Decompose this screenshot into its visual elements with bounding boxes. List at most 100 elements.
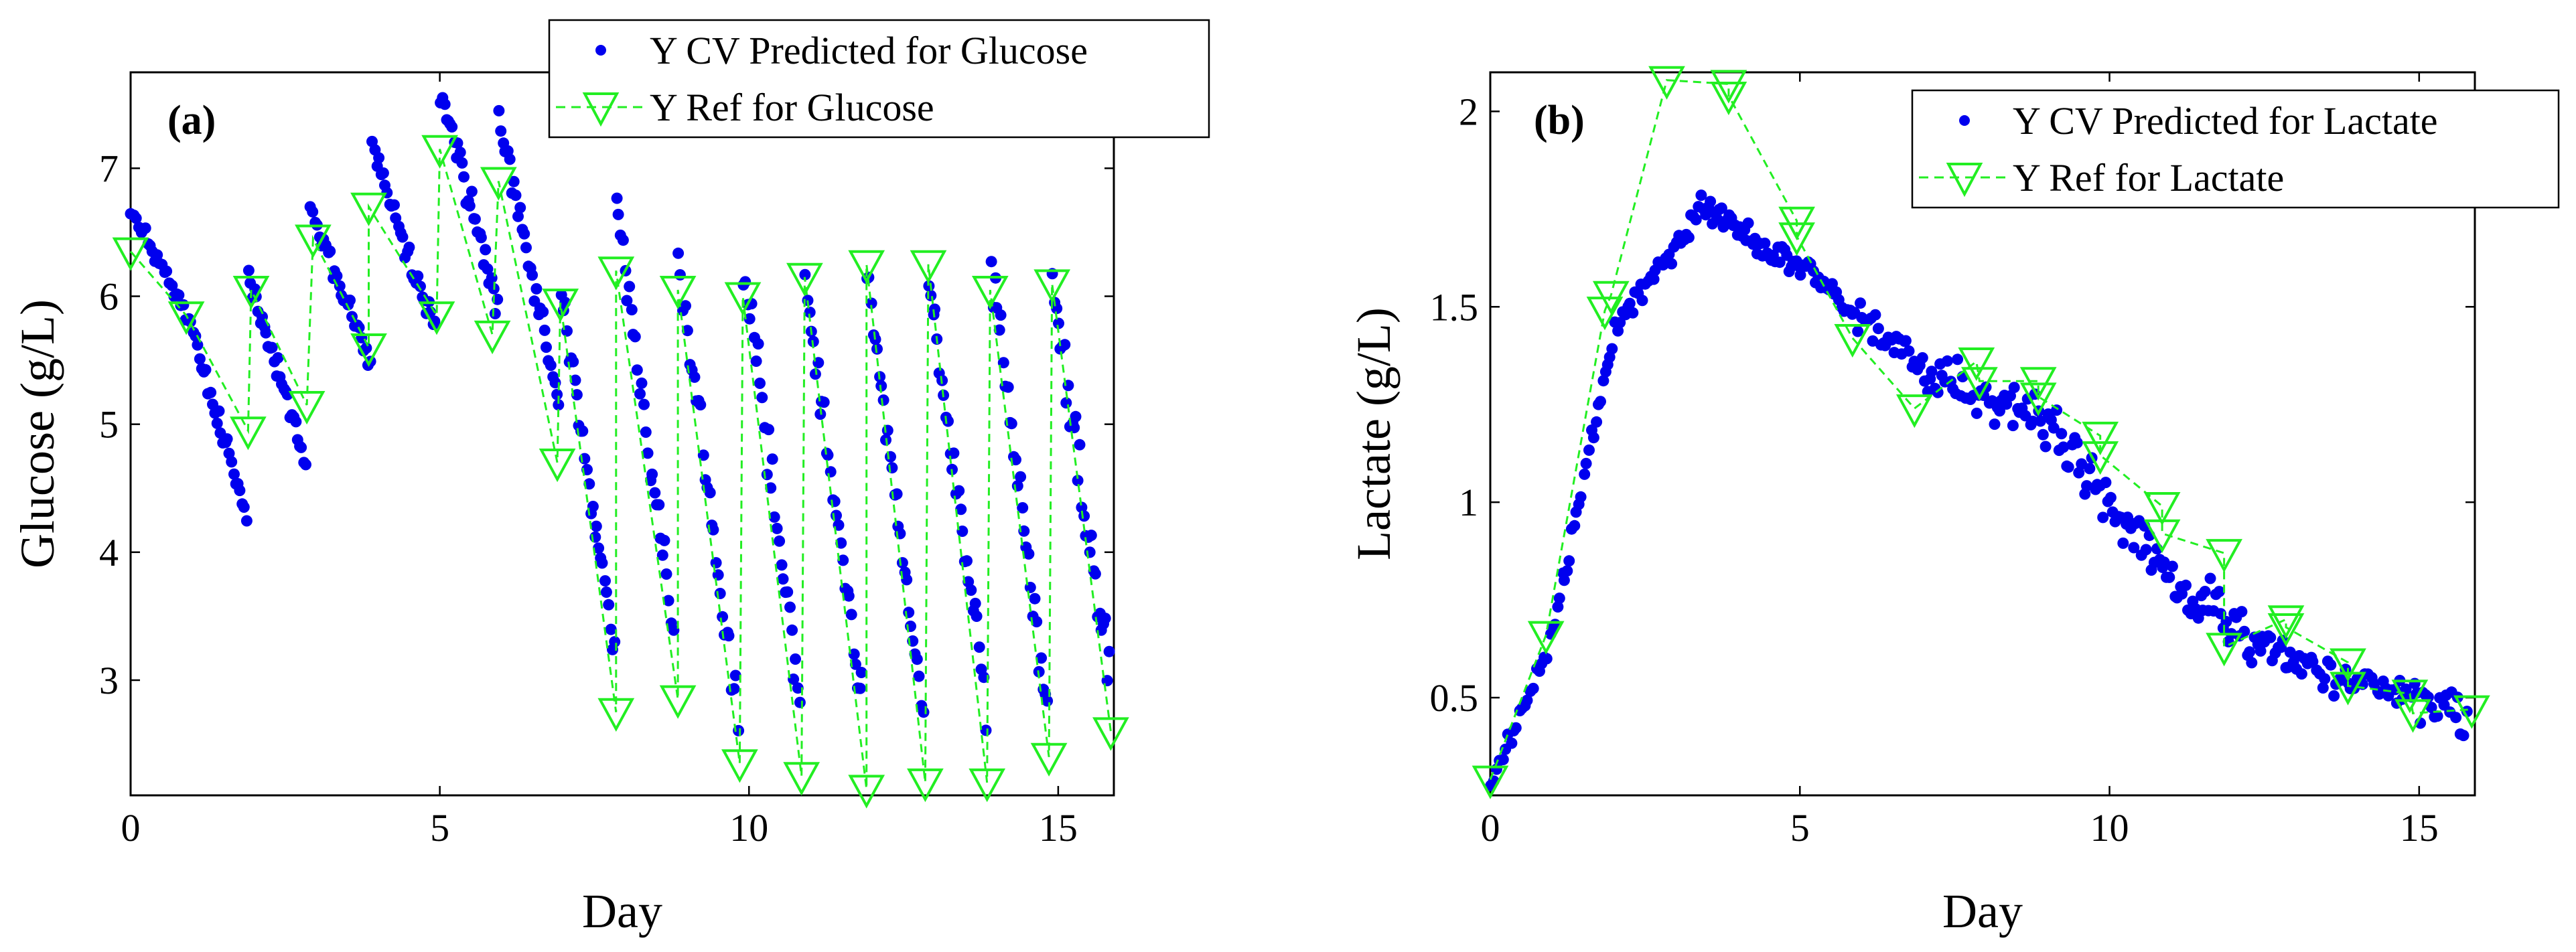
glucose-predicted-point [674, 269, 686, 281]
lactate-predicted-point [2073, 467, 2085, 479]
glucose-predicted-point [526, 269, 539, 281]
glucose-predicted-point [774, 535, 786, 547]
glucose-predicted-point [829, 495, 841, 507]
lactate-reference-point [2453, 695, 2490, 729]
lactate-predicted-point [1711, 214, 1723, 225]
lactate-predicted-point [1583, 444, 1595, 456]
glucose-predicted-point [656, 549, 668, 561]
lactate-predicted-point [2328, 690, 2340, 702]
glucose-predicted-point [139, 222, 151, 234]
glucose-predicted-point [849, 658, 861, 670]
glucose-predicted-point [739, 276, 752, 288]
glucose-predicted-point [520, 242, 532, 254]
lactate-predicted-point [1575, 491, 1587, 503]
glucose-predicted-point [896, 557, 908, 569]
glucose-predicted-point [961, 555, 973, 567]
lactate-predicted-point [1527, 682, 1539, 694]
glucose-predicted-point [784, 601, 796, 613]
glucose-predicted-point [463, 200, 476, 212]
glucose-predicted-point [228, 468, 240, 480]
glucose-reference-point [848, 775, 885, 809]
lactate-predicted-point [2104, 491, 2117, 503]
glucose-x-tick-label: 10 [729, 806, 768, 850]
glucose-reference-point [597, 698, 635, 732]
glucose-predicted-point [290, 416, 302, 428]
glucose-predicted-point [1059, 339, 1071, 351]
glucose-predicted-point [539, 324, 551, 336]
lactate-reference-point [1472, 765, 1509, 799]
lactate-reference-point [1648, 66, 1685, 100]
lactate-predicted-point [2450, 712, 2462, 724]
glucose-predicted-point [530, 283, 543, 295]
glucose-predicted-point [681, 325, 693, 337]
glucose-predicted-point [1089, 568, 1101, 580]
glucose-legend-reference: Y Ref for Glucose [650, 86, 934, 129]
lactate-y-tick-label: 2 [1459, 90, 1478, 133]
lactate-predicted-point [1759, 237, 1771, 249]
lactate-predicted-point [1627, 307, 1639, 319]
lactate-predicted-point [2062, 461, 2074, 473]
glucose-predicted-point [1015, 471, 1027, 483]
glucose-predicted-point [697, 449, 709, 461]
glucose-predicted-point [173, 289, 185, 301]
glucose-predicted-point [925, 290, 937, 301]
glucose-reference-point [295, 224, 332, 258]
glucose-predicted-point [603, 599, 615, 611]
glucose-predicted-point [238, 501, 250, 513]
lactate-reference-point [2391, 680, 2429, 714]
glucose-predicted-point [761, 469, 773, 481]
glucose-reference-point [597, 256, 635, 291]
lactate-predicted-point [2199, 586, 2211, 597]
glucose-reference-point [288, 391, 326, 425]
glucose-predicted-point [541, 341, 552, 353]
glucose-predicted-point [1017, 502, 1029, 513]
glucose-predicted-point [626, 304, 638, 316]
glucose-predicted-point [1072, 475, 1084, 487]
lactate-predicted-point [2058, 441, 2070, 453]
lactate-predicted-point [1648, 273, 1660, 285]
glucose-predicted-point [743, 313, 756, 325]
glucose-predicted-point [360, 342, 372, 354]
lactate-reference-point [2143, 519, 2181, 554]
glucose-predicted-point [260, 327, 272, 339]
lactate-legend-reference: Y Ref for Lactate [2013, 156, 2284, 200]
glucose-predicted-point [466, 185, 478, 197]
glucose-predicted-point [835, 537, 847, 549]
glucose-predicted-point [901, 574, 913, 586]
glucose-y-tick-label: 3 [99, 659, 119, 702]
glucose-predicted-point [649, 487, 661, 499]
glucose-predicted-point [662, 594, 674, 607]
glucose-reference-point [721, 749, 758, 783]
lactate-predicted-point [2097, 511, 2109, 524]
glucose-predicted-point [752, 338, 764, 350]
glucose-reference-point [659, 685, 697, 719]
lactate-predicted-point [2117, 537, 2129, 549]
lactate-reference-point [1958, 347, 1995, 382]
glucose-y-axis-label: Glucose (g/L) [11, 299, 64, 568]
glucose-predicted-point [995, 309, 1007, 321]
glucose-ticks: 0 5 10 15 3 4 5 6 7 [99, 72, 1114, 850]
lactate-predicted-point [2246, 657, 2258, 669]
glucose-predicted-point [942, 415, 954, 427]
glucose-predicted-point [1078, 510, 1090, 522]
glucose-predicted-point [973, 641, 985, 653]
lactate-predicted-point [2048, 422, 2060, 434]
glucose-predicted-point [1029, 592, 1041, 605]
glucose-predicted-point [754, 378, 766, 389]
lactate-y-axis-label: Lactate (g/L) [1347, 307, 1401, 560]
glucose-y-tick-label: 6 [99, 275, 119, 319]
glucose-reference-point [724, 282, 762, 316]
glucose-predicted-point [518, 228, 530, 240]
glucose-predicted-point [763, 424, 775, 436]
glucose-predicted-point [680, 300, 691, 312]
glucose-predicted-point [596, 557, 608, 569]
glucose-legend: Y CV Predicted for Glucose Y Ref for Glu… [548, 19, 1210, 139]
glucose-predicted-point [788, 673, 800, 685]
lactate-legend-triangle-icon [1946, 163, 1983, 197]
glucose-reference-point [659, 276, 697, 310]
lactate-reference-point [2206, 633, 2242, 667]
lactate-predicted-point [1521, 694, 1533, 706]
glucose-reference-point [167, 301, 205, 335]
glucose-reference-point [1033, 269, 1071, 303]
glucose-predicted-point [636, 377, 648, 389]
